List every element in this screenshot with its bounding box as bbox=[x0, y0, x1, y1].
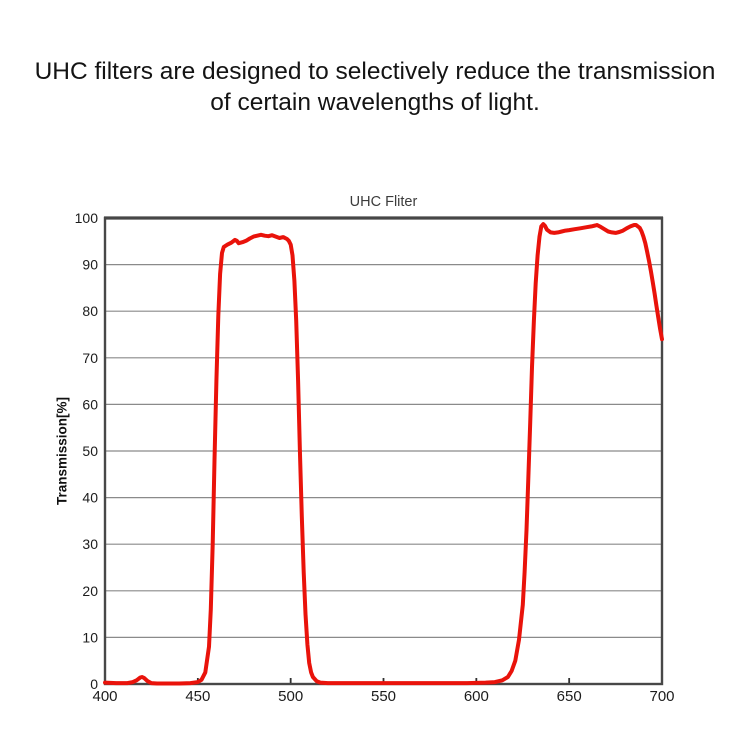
y-tick-label: 30 bbox=[82, 536, 98, 552]
heading-line-2: of certain wavelengths of light. bbox=[210, 89, 540, 116]
y-tick-label: 20 bbox=[82, 583, 98, 599]
y-axis-label: Transmission[%] bbox=[55, 397, 70, 505]
y-tick-label: 80 bbox=[82, 303, 98, 319]
y-tick-label: 70 bbox=[82, 350, 98, 366]
y-tick-label: 40 bbox=[82, 490, 98, 506]
x-tick-label: 600 bbox=[464, 688, 489, 705]
heading-line-1: UHC filters are designed to selectively … bbox=[34, 58, 716, 85]
y-tick-label: 100 bbox=[75, 210, 99, 226]
y-tick-label: 0 bbox=[90, 676, 98, 692]
x-tick-label: 700 bbox=[649, 688, 674, 705]
page-heading: UHC filters are designed to selectively … bbox=[0, 56, 750, 118]
y-tick-label: 50 bbox=[82, 443, 98, 459]
x-tick-label: 550 bbox=[371, 688, 396, 705]
x-tick-label: 400 bbox=[92, 688, 117, 705]
y-tick-label: 10 bbox=[82, 629, 98, 645]
y-tick-label: 60 bbox=[82, 396, 98, 412]
y-tick-label: 90 bbox=[82, 257, 98, 273]
transmission-curve bbox=[103, 222, 664, 686]
x-tick-label: 650 bbox=[557, 688, 582, 705]
chart-title: UHC Fliter bbox=[350, 194, 418, 210]
x-tick-label: 450 bbox=[185, 688, 210, 705]
x-tick-label: 500 bbox=[278, 688, 303, 705]
